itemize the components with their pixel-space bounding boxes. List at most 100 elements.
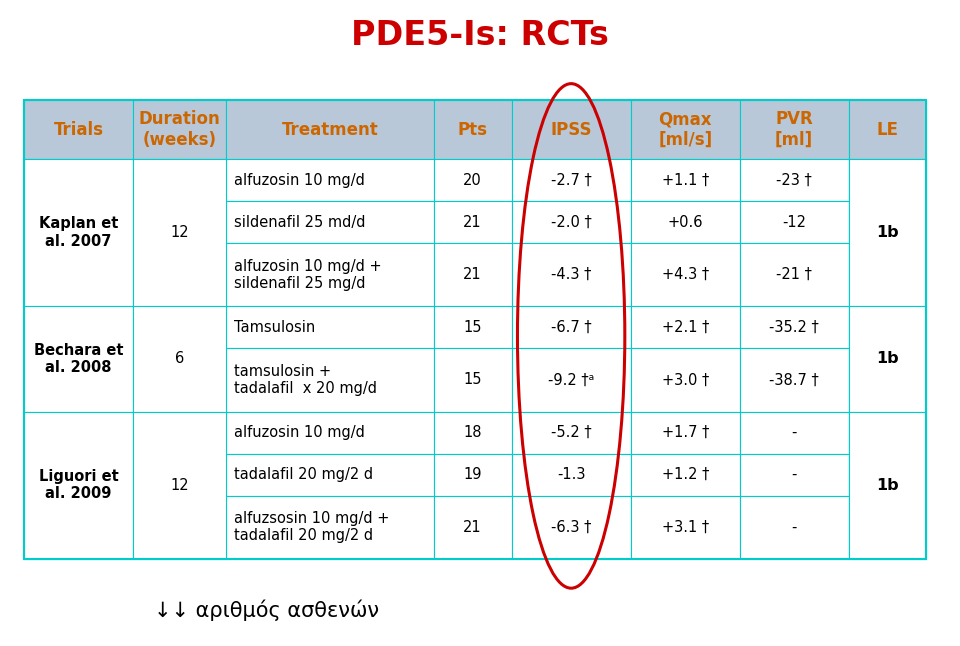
Text: LE: LE [876,121,899,139]
Bar [24,412,132,453]
Bar [434,348,512,412]
Text: 21: 21 [464,267,482,282]
Bar [24,306,132,412]
Bar [227,201,434,243]
Text: alfuzosin 10 mg/d: alfuzosin 10 mg/d [234,172,365,187]
Text: alfuzsosin 10 mg/d +
tadalafil 20 mg/2 d: alfuzsosin 10 mg/d + tadalafil 20 mg/2 d [234,511,390,543]
Bar [740,412,849,453]
Text: +1.1 †: +1.1 † [661,172,708,187]
Text: tamsulosin +
tadalafil  x 20 mg/d: tamsulosin + tadalafil x 20 mg/d [234,364,377,396]
Text: -6.3 †: -6.3 † [551,520,591,535]
Text: 21: 21 [464,214,482,230]
Bar [434,306,512,348]
Bar [24,348,132,412]
Bar [631,306,740,348]
Text: -9.2 †ᵃ: -9.2 †ᵃ [548,373,594,388]
Bar [849,412,926,559]
Bar [631,100,740,159]
Text: -21 †: -21 † [777,267,812,282]
Bar [132,306,227,412]
Text: +0.6: +0.6 [667,214,703,230]
Bar [434,201,512,243]
Bar [132,348,227,412]
Bar [512,495,631,559]
Text: 12: 12 [170,477,189,493]
Bar [631,243,740,306]
Bar [227,100,434,159]
Bar [24,453,132,495]
Bar [631,453,740,495]
Bar [24,243,132,306]
Bar [849,306,926,348]
Bar [740,201,849,243]
Bar [24,159,132,201]
Text: Bechara et
al. 2008: Bechara et al. 2008 [34,343,123,375]
Bar [227,412,434,453]
Text: Qmax
[ml/s]: Qmax [ml/s] [659,110,712,149]
Bar [849,453,926,495]
Text: -12: -12 [782,214,806,230]
Text: -23 †: -23 † [777,172,812,187]
Text: Pts: Pts [458,121,488,139]
Bar [24,100,132,159]
Bar [631,159,740,201]
Text: Treatment: Treatment [281,121,378,139]
Bar [132,100,227,159]
Text: 1b: 1b [876,477,899,493]
Bar [740,348,849,412]
Text: -: - [791,425,797,440]
Text: -5.2 †: -5.2 † [551,425,591,440]
Text: tadalafil 20 mg/2 d: tadalafil 20 mg/2 d [234,467,373,482]
Bar [849,348,926,412]
Text: +1.7 †: +1.7 † [661,425,708,440]
Bar [434,412,512,453]
Bar [132,159,227,201]
Bar [434,159,512,201]
Text: 18: 18 [464,425,482,440]
Bar [740,243,849,306]
Bar [740,100,849,159]
Bar [512,306,631,348]
Bar [740,306,849,348]
Text: 21: 21 [464,520,482,535]
Bar [631,412,740,453]
Bar [849,243,926,306]
Text: 1b: 1b [876,225,899,240]
Text: Tamsulosin: Tamsulosin [234,320,315,335]
Bar [227,306,434,348]
Bar [132,495,227,559]
Bar [227,453,434,495]
Text: -: - [791,467,797,482]
Bar [227,348,434,412]
Bar [740,453,849,495]
Text: -4.3 †: -4.3 † [551,267,591,282]
Bar [849,412,926,453]
Bar [434,100,512,159]
Text: alfuzosin 10 mg/d +
sildenafil 25 mg/d: alfuzosin 10 mg/d + sildenafil 25 mg/d [234,258,381,291]
Bar [512,243,631,306]
Bar [132,453,227,495]
Text: -35.2 †: -35.2 † [769,320,819,335]
Bar [849,100,926,159]
Text: 19: 19 [464,467,482,482]
Bar [512,159,631,201]
Bar [512,412,631,453]
Bar [24,412,132,559]
Text: 6: 6 [175,351,184,366]
Text: Kaplan et
al. 2007: Kaplan et al. 2007 [38,216,118,249]
Bar [132,243,227,306]
Bar [740,495,849,559]
Bar [849,201,926,243]
Text: PVR
[ml]: PVR [ml] [775,110,813,149]
Text: +4.3 †: +4.3 † [661,267,708,282]
Bar [849,495,926,559]
Text: 15: 15 [464,373,482,388]
Bar [849,159,926,201]
Bar [24,495,132,559]
Text: IPSS: IPSS [550,121,592,139]
Bar [132,159,227,306]
Bar [132,412,227,559]
Text: alfuzosin 10 mg/d: alfuzosin 10 mg/d [234,425,365,440]
Text: Trials: Trials [54,121,104,139]
Bar [132,306,227,348]
